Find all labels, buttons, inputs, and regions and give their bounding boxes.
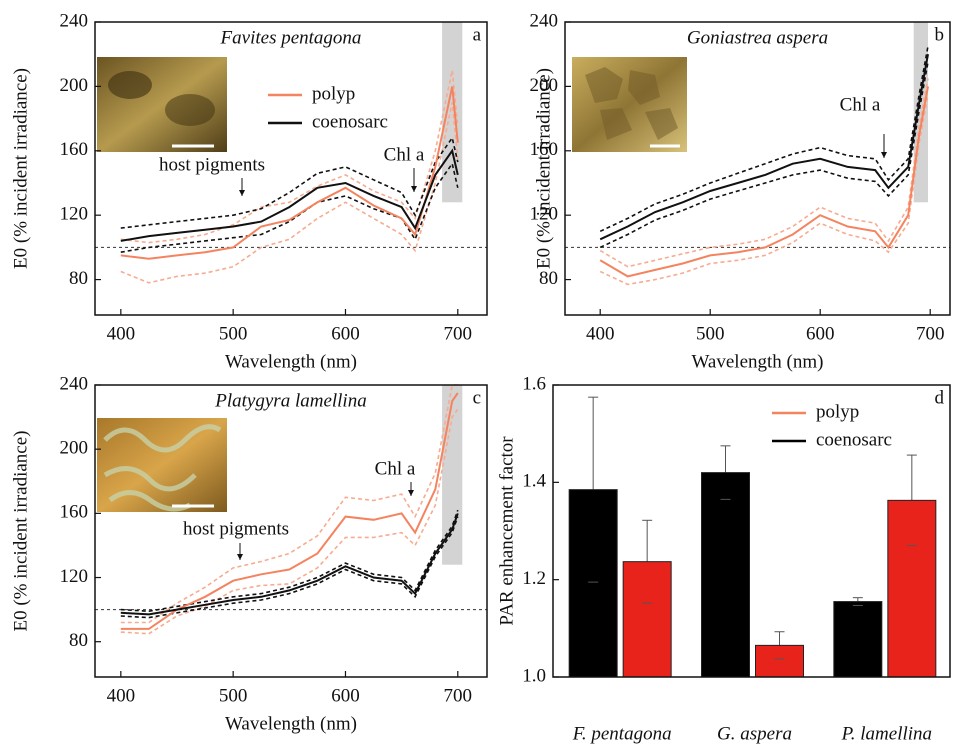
plot-frame	[94, 384, 488, 678]
y-tick-label: 80	[539, 268, 558, 289]
series-line	[599, 86, 929, 278]
band-line	[120, 384, 458, 624]
x-tick-label: 600	[331, 323, 360, 344]
y-axis-label: E0 (% incident irradiance)	[533, 68, 554, 269]
plot-frame	[552, 384, 951, 678]
y-tick-label: 120	[60, 566, 89, 587]
series-line	[599, 54, 929, 241]
annotation: Chl a	[384, 144, 425, 165]
y-tick-label: 240	[60, 10, 89, 31]
photo-inset	[97, 57, 227, 152]
y-axis-label: E0 (% incident irradiance)	[10, 68, 31, 269]
panel-label: d	[935, 387, 945, 408]
annotation-arrowhead	[411, 186, 417, 192]
y-tick-label: 1.2	[522, 568, 546, 589]
series-line	[120, 513, 459, 616]
annotation: host pigments	[159, 154, 265, 175]
bar	[622, 561, 672, 678]
plot-frame	[94, 21, 488, 316]
y-tick-label: 160	[60, 502, 89, 523]
highlight-band	[913, 22, 928, 203]
bar	[701, 472, 750, 678]
y-tick-label: 1.4	[522, 471, 546, 492]
y-tick-label: 80	[69, 268, 88, 289]
y-tick-label: 200	[530, 75, 559, 96]
annotation: Chl a	[375, 458, 416, 479]
bar	[887, 499, 937, 678]
annotation-arrowhead	[881, 152, 887, 158]
y-tick-label: 160	[530, 139, 559, 160]
y-tick-label: 1.6	[522, 373, 546, 394]
x-axis-label: Wavelength (nm)	[225, 351, 357, 372]
x-tick-label: 400	[107, 323, 136, 344]
x-axis-label: Wavelength (nm)	[225, 713, 357, 734]
bar	[568, 489, 618, 678]
photo-inset	[97, 418, 227, 512]
legend-label: coenosarc	[312, 111, 388, 132]
panel-label: c	[473, 387, 481, 408]
y-tick-label: 240	[530, 10, 559, 31]
band-line	[120, 509, 459, 613]
x-tick-label: 600	[331, 685, 360, 706]
band-line	[599, 45, 929, 233]
y-tick-label: 120	[530, 204, 559, 225]
annotation-arrowhead	[408, 490, 414, 496]
legend-label: coenosarc	[816, 429, 892, 450]
plot-frame	[564, 21, 951, 316]
y-axis-label: E0 (% incident irradiance)	[10, 431, 31, 632]
chart-title: Goniastrea aspera	[687, 27, 828, 48]
annotation: Chl a	[840, 94, 881, 115]
series-line	[120, 392, 459, 630]
highlight-band	[442, 22, 463, 203]
legend-label: polyp	[816, 401, 859, 422]
category-label: F. pentagona	[572, 723, 672, 744]
bar	[755, 644, 804, 678]
legend-label: polyp	[312, 83, 355, 104]
band-line	[120, 70, 459, 244]
panel-label: b	[935, 24, 945, 45]
y-tick-label: 1.0	[522, 665, 546, 686]
band-line	[120, 408, 459, 635]
x-tick-label: 500	[219, 685, 248, 706]
y-tick-label: 200	[60, 438, 89, 459]
band-line	[120, 135, 459, 229]
chart-title: Platygyra lamellina	[214, 390, 366, 411]
x-tick-label: 400	[586, 323, 615, 344]
y-tick-label: 160	[60, 139, 89, 160]
category-label: P. lamellina	[841, 723, 932, 744]
y-tick-label: 80	[69, 630, 88, 651]
series-line	[120, 86, 459, 260]
series-line	[120, 148, 459, 242]
x-axis-label: Wavelength (nm)	[692, 351, 824, 372]
x-tick-label: 700	[444, 685, 473, 706]
photo-inset	[572, 57, 687, 152]
x-tick-label: 400	[107, 685, 136, 706]
bar	[833, 601, 883, 678]
x-tick-label: 600	[806, 323, 835, 344]
annotation-arrowhead	[239, 190, 245, 196]
y-axis-label: PAR enhancement factor	[496, 436, 517, 626]
y-tick-label: 240	[60, 373, 89, 394]
x-tick-label: 500	[696, 323, 725, 344]
x-tick-label: 700	[444, 323, 473, 344]
y-tick-label: 120	[60, 204, 89, 225]
category-label: G. aspera	[717, 723, 792, 744]
y-tick-label: 200	[60, 75, 89, 96]
highlight-band	[442, 385, 463, 565]
annotation-arrowhead	[237, 554, 243, 560]
annotation: host pigments	[183, 518, 289, 539]
panel-label: a	[473, 24, 482, 45]
band-line	[599, 62, 929, 249]
band-line	[120, 516, 459, 619]
x-tick-label: 500	[219, 323, 248, 344]
x-tick-label: 700	[916, 323, 945, 344]
chart-title: Favites pentagona	[220, 27, 362, 48]
